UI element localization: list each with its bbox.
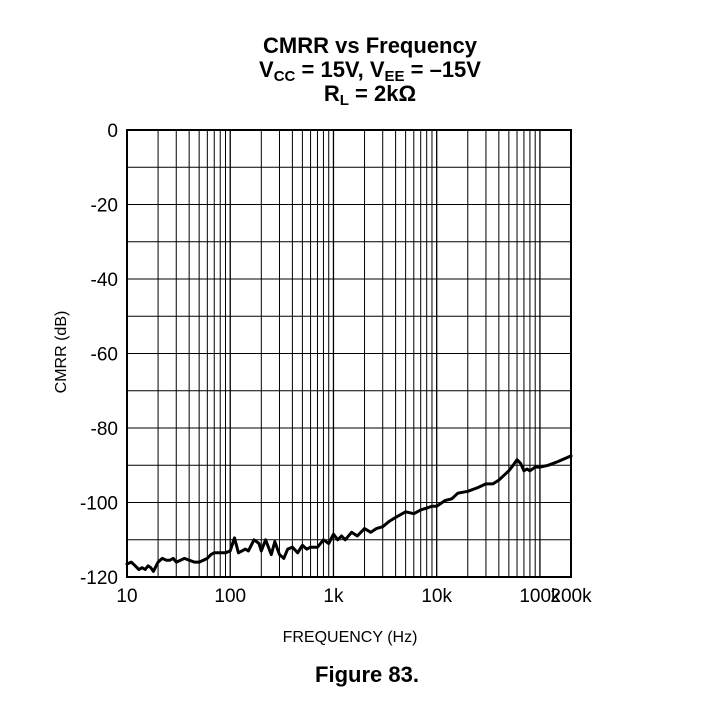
y-axis-label: CMRR (dB) — [53, 311, 70, 394]
x-tick-label: 1k — [323, 586, 344, 607]
x-axis-label: FREQUENCY (Hz) — [283, 629, 418, 646]
x-tick-label: 10 — [116, 586, 137, 607]
y-tick-label: -20 — [91, 196, 118, 217]
y-tick-label: -100 — [80, 494, 118, 515]
y-tick-labels: 0 -20 -40 -60 -80 -100 -120 — [80, 121, 118, 589]
y-tick-label: -40 — [91, 270, 118, 291]
series-layer — [125, 454, 573, 573]
x-tick-label: 100 — [214, 586, 246, 607]
y-tick-label: -60 — [91, 345, 118, 366]
x-tick-label: 200k — [550, 586, 592, 607]
chart-subtitle-supplies: VCC = 15V, VEE = –15V — [259, 57, 481, 85]
chart-title: CMRR vs Frequency — [263, 33, 478, 58]
x-tick-label: 100k — [519, 586, 561, 607]
y-tick-label: -80 — [91, 419, 118, 440]
x-tick-label: 10k — [421, 586, 452, 607]
y-tick-label: 0 — [107, 121, 118, 142]
grid — [127, 130, 571, 577]
plot-frame — [126, 129, 572, 578]
series-line-cmrr — [125, 454, 573, 573]
y-tick-label: -120 — [80, 568, 118, 589]
figure-caption: Figure 83. — [315, 662, 419, 687]
chart-subtitle-load: RL = 2kΩ — [324, 81, 416, 109]
